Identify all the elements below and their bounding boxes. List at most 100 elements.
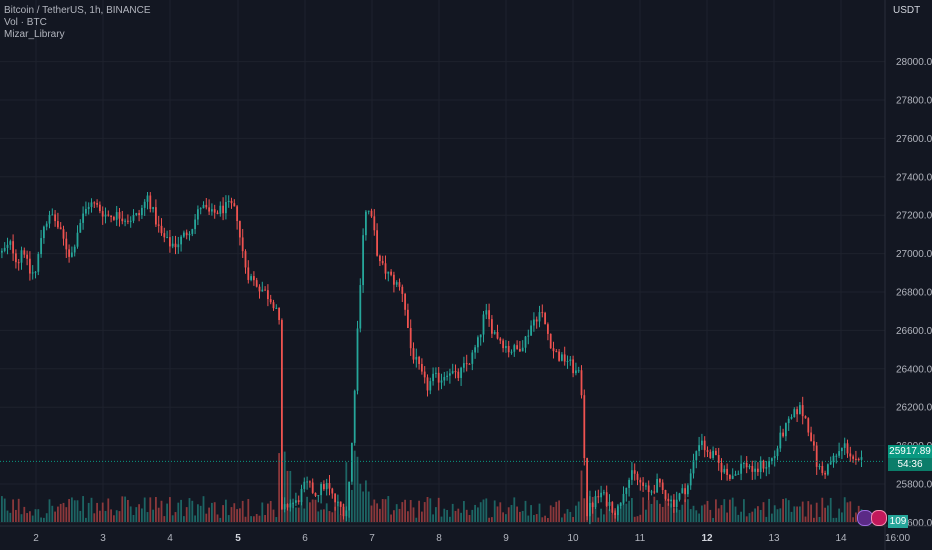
candle-body (692, 460, 695, 474)
volume-bar (409, 500, 412, 522)
candle-body (194, 219, 196, 230)
volume-bar (17, 498, 20, 522)
volume-bar (801, 501, 804, 522)
us-flag-icon[interactable] (871, 510, 887, 526)
volume-bar (645, 509, 647, 522)
volume-bar (541, 517, 544, 522)
volume-bar (37, 509, 40, 522)
candle-body (555, 351, 558, 353)
candle-body (199, 208, 202, 210)
candle-body (191, 229, 194, 234)
candle-body (580, 370, 583, 396)
volume-bar (351, 489, 353, 522)
candle-body (801, 405, 804, 417)
candle-body (57, 221, 59, 228)
candle-body (597, 496, 600, 498)
x-tick-label: 8 (436, 533, 442, 544)
x-tick-label: 11 (635, 533, 646, 544)
volume-bar (281, 496, 283, 522)
candle-body (29, 258, 31, 274)
candle-body (225, 202, 227, 214)
volume-bar (642, 497, 644, 522)
candle-body (547, 324, 549, 334)
candle-body (437, 372, 440, 383)
candle-body (821, 466, 824, 473)
candle-body (723, 468, 726, 473)
volume-bar (275, 517, 278, 522)
candle-body (166, 237, 168, 239)
volume-bar (48, 499, 51, 522)
volume-bar (743, 499, 745, 522)
volume-bar (432, 514, 434, 522)
candle-body (628, 479, 630, 488)
candle-body (586, 458, 588, 517)
volume-bar (191, 500, 194, 522)
candle-body (379, 255, 381, 262)
symbol-title[interactable]: Bitcoin / TetherUS, 1h, BINANCE (4, 5, 151, 16)
candle-body (572, 359, 574, 374)
volume-bar (779, 508, 782, 522)
candle-body (40, 238, 42, 255)
volume-bar (533, 515, 535, 522)
volume-bar (269, 500, 272, 522)
candle-body (443, 376, 446, 381)
volume-bar (398, 508, 401, 522)
volume-bar (169, 497, 171, 522)
candle-body (185, 232, 188, 236)
candle-body (180, 236, 182, 245)
volume-bar (832, 517, 835, 522)
candle-body (219, 205, 222, 214)
library-indicator-label[interactable]: Mizar_Library (4, 29, 65, 40)
volume-bar (583, 498, 586, 522)
volume-bar (656, 500, 658, 522)
candle-body (505, 345, 507, 349)
volume-bar (155, 497, 157, 522)
candle-body (695, 451, 698, 461)
volume-bar (314, 499, 317, 522)
candle-body (26, 254, 28, 259)
candle-body (712, 450, 714, 458)
volume-bar (519, 511, 521, 522)
candle-body (230, 200, 233, 204)
volume-bar (577, 501, 580, 522)
volume-bar (407, 511, 409, 522)
volume-bar (681, 504, 684, 522)
volume-bar (591, 496, 594, 522)
candle-body (426, 377, 429, 391)
candle-body (824, 472, 826, 475)
candle-body (82, 213, 84, 223)
candle-body (681, 488, 684, 494)
volume-bar (617, 504, 619, 522)
volume-bar (57, 506, 59, 522)
candle-body (334, 493, 336, 503)
candle-body (250, 276, 252, 280)
volume-bar (737, 514, 740, 522)
volume-bar (160, 500, 163, 522)
volume-bar (734, 506, 737, 522)
candle-body (594, 496, 597, 508)
currency-label[interactable]: USDT (893, 5, 921, 16)
volume-bar (524, 500, 527, 522)
candle-body (236, 206, 238, 222)
candle-body (323, 484, 325, 490)
candle-body (160, 225, 163, 234)
volume-bar (516, 506, 518, 522)
candle-body (516, 345, 518, 349)
candle-body (440, 380, 443, 383)
volume-bar (59, 503, 62, 522)
volume-indicator-label[interactable]: Vol · BTC (4, 17, 47, 28)
candle-body (782, 432, 784, 437)
volume-bar (748, 513, 751, 522)
candle-body (68, 249, 70, 257)
volume-bar (561, 517, 563, 522)
volume-bar (241, 500, 244, 522)
volume-bar (443, 508, 446, 522)
volume-bar (549, 505, 552, 522)
volume-bar (421, 511, 423, 522)
volume-bar (712, 517, 714, 522)
candle-body (835, 455, 838, 457)
volume-bar (661, 506, 664, 522)
volume-bar (365, 480, 367, 522)
